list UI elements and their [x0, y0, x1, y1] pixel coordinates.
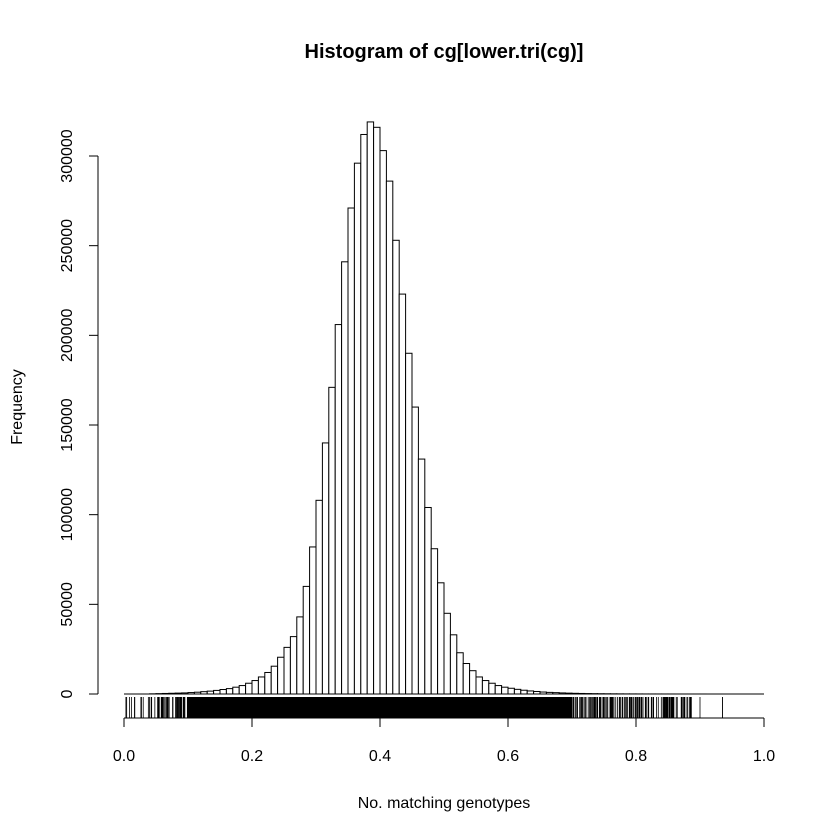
chart-title: Histogram of cg[lower.tri(cg)] [305, 41, 584, 63]
x-tick-label: 0.0 [113, 748, 135, 765]
rug-plot [125, 697, 723, 718]
histogram-bar [449, 634, 458, 695]
histogram-bar [321, 442, 330, 695]
histogram-bar [328, 386, 336, 695]
histogram-bar [225, 688, 234, 695]
y-tick-label: 250000 [59, 219, 76, 272]
histogram-bar [302, 585, 311, 695]
histogram-bar [315, 499, 323, 695]
y-axis: 0 50000 100000 150000 200000 250000 300000 [59, 129, 99, 698]
histogram-bar [347, 207, 355, 695]
histogram-bar [270, 665, 279, 695]
histogram-bar [379, 150, 387, 695]
histogram-bar [385, 180, 394, 695]
x-tick-label: 1.0 [753, 748, 775, 765]
histogram-bar [417, 458, 426, 695]
histogram-bar [353, 162, 362, 695]
histogram-bar [488, 682, 496, 695]
histogram-bar [366, 121, 375, 695]
histogram-bar [494, 685, 503, 695]
histogram-bar [501, 686, 509, 695]
y-tick-label: 100000 [59, 488, 76, 541]
y-tick-label: 200000 [59, 309, 76, 362]
y-tick-label: 50000 [59, 582, 76, 627]
histogram-bar [341, 261, 349, 695]
histogram-bar [513, 688, 522, 695]
histogram-bar [264, 671, 272, 695]
histogram-bar [257, 676, 266, 695]
histogram-bar [251, 680, 259, 695]
histogram-bar [296, 616, 304, 695]
histogram-bar [481, 680, 490, 695]
histogram-bars [124, 121, 764, 695]
histogram-bar [219, 689, 227, 695]
histogram-bar [411, 406, 419, 695]
histogram-bar [360, 133, 368, 695]
histogram-bar [430, 548, 439, 695]
histogram-bar [232, 686, 240, 695]
x-tick-label: 0.2 [241, 748, 263, 765]
histogram-bar [245, 682, 253, 695]
y-tick-label: 150000 [59, 398, 76, 451]
histogram-bar [289, 636, 298, 695]
histogram-bar [456, 652, 464, 695]
histogram-bar [520, 689, 528, 695]
histogram-bar [213, 689, 221, 695]
histogram-bar [398, 293, 407, 695]
histogram-bar [283, 646, 291, 695]
x-tick-label: 0.6 [497, 748, 519, 765]
histogram-bar [443, 612, 451, 695]
histogram-bar [238, 685, 247, 695]
x-axis: 0.0 0.2 0.4 0.6 0.8 1.0 [113, 717, 775, 765]
histogram-bar [424, 506, 432, 695]
y-axis-label: Frequency [9, 369, 26, 445]
histogram-bar [507, 687, 515, 695]
x-axis-label: No. matching genotypes [358, 795, 531, 812]
x-tick-label: 0.4 [369, 748, 391, 765]
x-tick-label: 0.8 [625, 748, 647, 765]
histogram-bar [277, 656, 285, 695]
rug-dense-band [188, 697, 572, 718]
histogram-bar [392, 239, 400, 695]
y-tick-label: 0 [59, 689, 76, 698]
histogram-bar [405, 352, 413, 695]
histogram-bar [334, 324, 343, 695]
histogram-bar [437, 582, 445, 695]
histogram-bar [309, 546, 317, 695]
histogram-bar [469, 670, 477, 695]
y-tick-label: 300000 [59, 129, 76, 182]
histogram-bar [475, 676, 483, 695]
histogram-bar [462, 663, 471, 695]
histogram-bar [373, 126, 381, 695]
